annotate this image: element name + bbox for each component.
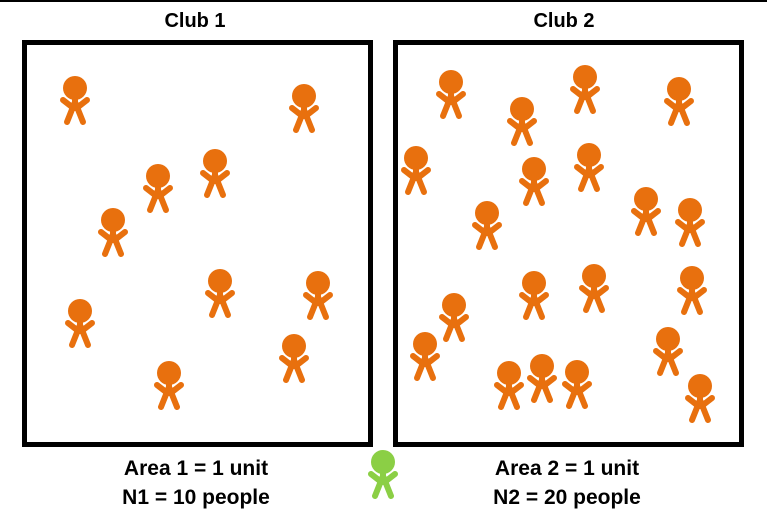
person-icon bbox=[143, 164, 173, 213]
person-icon bbox=[279, 334, 309, 383]
person-icon bbox=[685, 374, 715, 423]
club2-count-label: N2 = 20 people bbox=[493, 486, 641, 509]
person-icon bbox=[60, 76, 90, 125]
person-icon bbox=[154, 361, 184, 410]
club2-area-label: Area 2 = 1 unit bbox=[494, 457, 640, 480]
person-icon bbox=[65, 299, 95, 348]
person-icon bbox=[303, 271, 333, 320]
person-icon bbox=[675, 198, 705, 247]
person-icon bbox=[410, 332, 440, 381]
person-icon bbox=[519, 271, 549, 320]
club1-title: Club 1 bbox=[164, 10, 226, 32]
club1-area-label: Area 1 = 1 unit bbox=[123, 457, 269, 480]
person-icon bbox=[436, 70, 466, 119]
person-icon bbox=[98, 208, 128, 257]
person-icon bbox=[289, 84, 319, 133]
newcomer-person-icon bbox=[368, 450, 398, 499]
person-icon bbox=[579, 264, 609, 313]
person-icon bbox=[205, 269, 235, 318]
person-icon bbox=[631, 187, 661, 236]
person-icon bbox=[677, 266, 707, 315]
person-icon bbox=[653, 327, 683, 376]
person-icon bbox=[472, 201, 502, 250]
person-icon bbox=[527, 354, 557, 403]
person-icon bbox=[519, 157, 549, 206]
person-icon bbox=[562, 360, 592, 409]
person-icon bbox=[401, 146, 431, 195]
club2-title: Club 2 bbox=[533, 10, 595, 32]
person-icon bbox=[574, 143, 604, 192]
top-rule bbox=[0, 0, 767, 2]
club1-count-label: N1 = 10 people bbox=[122, 486, 270, 509]
person-icon bbox=[664, 77, 694, 126]
person-icon bbox=[494, 361, 524, 410]
person-icon bbox=[507, 97, 537, 146]
person-icon bbox=[570, 65, 600, 114]
person-icon bbox=[439, 293, 469, 342]
person-icon bbox=[200, 149, 230, 198]
